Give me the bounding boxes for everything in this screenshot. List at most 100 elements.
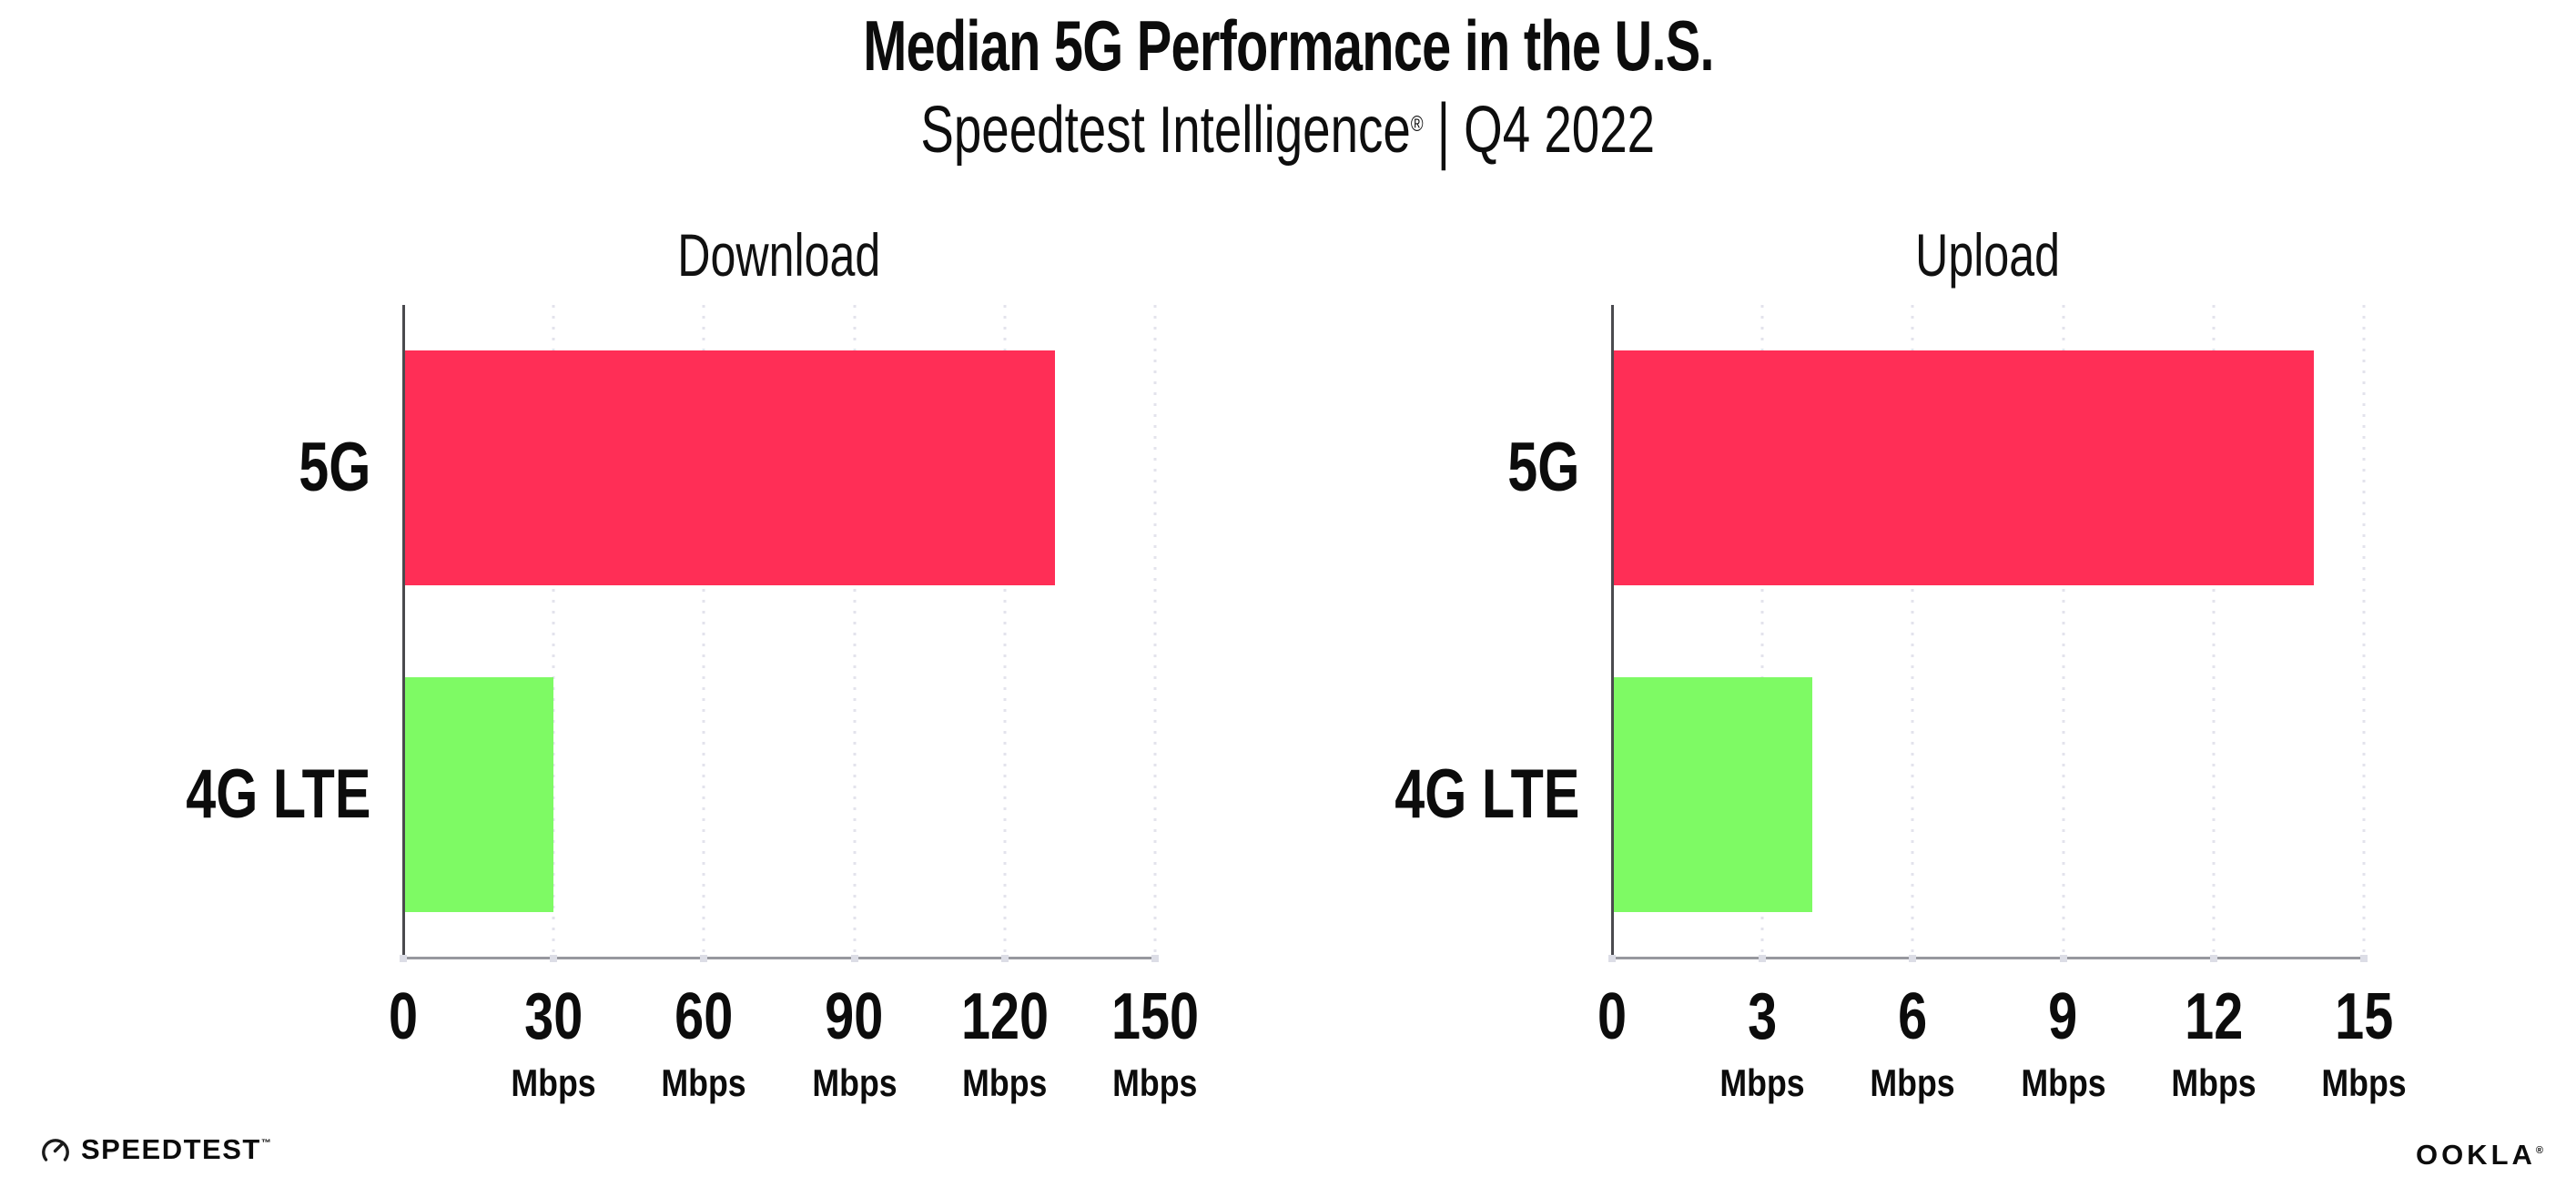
gridline (702, 305, 705, 959)
axis-tick-mark (2059, 954, 2067, 962)
gridline (1760, 305, 1764, 959)
x-tick-unit-text: Mbps (2020, 1061, 2106, 1104)
registered-mark: ® (1411, 111, 1424, 137)
x-tick-value: 15 (2334, 980, 2394, 1053)
x-tick-value: 0 (1597, 980, 1628, 1053)
x-tick-unit: Mbps (503, 1064, 603, 1102)
speedometer-icon (42, 1138, 69, 1161)
subtitle-brand: Speedtest Intelligence (920, 94, 1412, 167)
x-tick-unit: Mbps (1863, 1064, 1963, 1102)
x-tick-value: 6 (1898, 980, 1928, 1053)
x-tick-30: 30 Mbps (503, 984, 603, 1102)
upload-title-text: Upload (1915, 221, 2061, 289)
download-title-text: Download (677, 221, 881, 289)
x-tick-unit-text: Mbps (661, 1061, 746, 1104)
x-tick-unit: Mbps (654, 1064, 755, 1102)
download-plot-area: Download 5G 4G LTE 0 30 Mbps 60 Mbps 90 Mbps 120 Mb… (186, 225, 1199, 1102)
x-tick-unit: Mbps (2013, 1064, 2114, 1102)
gridline (2062, 305, 2065, 959)
category-label-text: 5G (1506, 429, 1579, 506)
axis-tick-mark (1759, 954, 1767, 962)
x-tick-unit-text: Mbps (1870, 1061, 1955, 1104)
bar-4g-lte (403, 677, 554, 912)
axis-tick-mark (2209, 954, 2217, 962)
x-tick-value: 90 (825, 980, 884, 1053)
axis-tick-mark (400, 954, 407, 962)
x-tick-0: 0 (1594, 984, 1630, 1050)
ookla-logo: OOKLA® (2416, 1141, 2543, 1169)
x-tick-unit-text: Mbps (511, 1061, 596, 1104)
category-label-4g-lte: 4G LTE (134, 677, 370, 912)
y-axis (1611, 305, 1614, 959)
axis-tick-mark (1151, 954, 1159, 962)
bar-5g (1612, 350, 2314, 585)
category-label-5g: 5G (1487, 350, 1579, 585)
category-label-4g-lte: 4G LTE (1343, 677, 1579, 912)
x-tick-unit-text: Mbps (962, 1061, 1048, 1104)
x-tick-90: 90 Mbps (805, 984, 905, 1102)
x-tick-value: 120 (960, 980, 1049, 1053)
page-subtitle-text: Speedtest Intelligence® | Q4 2022 (920, 89, 1656, 170)
download-title: Download (403, 225, 1155, 285)
x-tick-unit-text: Mbps (2321, 1061, 2407, 1104)
upload-title: Upload (1612, 225, 2364, 285)
x-tick-unit: Mbps (2314, 1064, 2414, 1102)
x-tick-unit-text: Mbps (811, 1061, 898, 1104)
axis-tick-mark (1909, 954, 1917, 962)
x-axis (403, 957, 1155, 959)
x-tick-unit: Mbps (805, 1064, 905, 1102)
category-label-text: 4G LTE (185, 756, 370, 833)
axis-tick-mark (2360, 954, 2368, 962)
x-tick-unit-text: Mbps (2171, 1061, 2257, 1104)
axis-tick-mark (850, 954, 858, 962)
subtitle-separator: | (1437, 89, 1451, 171)
x-tick-value: 3 (1748, 980, 1778, 1053)
x-tick-150: 150 Mbps (1100, 984, 1210, 1102)
x-axis (1612, 957, 2364, 959)
x-tick-unit: Mbps (1712, 1064, 1812, 1102)
x-tick-value: 60 (674, 980, 734, 1053)
page-title: Median 5G Performance in the U.S. (0, 5, 2576, 86)
gridline (1911, 305, 1914, 959)
x-tick-unit: Mbps (2164, 1064, 2264, 1102)
axis-tick-mark (1000, 954, 1009, 962)
page-title-text: Median 5G Performance in the U.S. (862, 5, 1714, 86)
gridline (2362, 305, 2366, 959)
category-label-text: 4G LTE (1394, 756, 1579, 833)
speedtest-logo: SPEEDTEST™ (40, 1135, 271, 1163)
subtitle-period: Q4 2022 (1464, 94, 1656, 167)
bar-5g (403, 350, 1055, 585)
x-tick-value: 150 (1111, 980, 1200, 1053)
x-tick-6: 6 Mbps (1863, 984, 1963, 1102)
x-tick-value: 30 (524, 980, 583, 1053)
x-tick-value: 0 (388, 980, 419, 1053)
x-tick-120: 120 Mbps (950, 984, 1060, 1102)
x-tick-unit-text: Mbps (1719, 1061, 1805, 1104)
x-tick-60: 60 Mbps (654, 984, 755, 1102)
x-tick-value: 9 (2048, 980, 2078, 1053)
x-tick-value: 12 (2184, 980, 2243, 1053)
x-tick-unit: Mbps (1100, 1064, 1210, 1102)
x-tick-12: 12 Mbps (2164, 984, 2264, 1102)
speedtest-trademark: ™ (260, 1138, 271, 1149)
axis-tick-mark (1608, 954, 1616, 962)
bar-4g-lte (1612, 677, 1813, 912)
category-label-text: 5G (298, 429, 370, 506)
x-tick-15: 15 Mbps (2314, 984, 2414, 1102)
upload-plot-area: Upload 5G 4G LTE 0 3 Mbps 6 Mbps 9 Mbps 12 Mbps 15 Mb… (1394, 225, 2407, 1102)
category-label-5g: 5G (279, 350, 370, 585)
speedtest-wordmark: SPEEDTEST™ (81, 1135, 271, 1163)
ookla-wordmark: OOKLA (2415, 1139, 2536, 1171)
speedtest-label: SPEEDTEST (81, 1133, 261, 1165)
x-tick-unit-text: Mbps (1112, 1061, 1198, 1104)
gridline (2212, 305, 2216, 959)
gridline (1153, 305, 1157, 959)
x-tick-9: 9 Mbps (2013, 984, 2114, 1102)
gridline (552, 305, 555, 959)
x-tick-unit: Mbps (950, 1064, 1060, 1102)
y-axis (402, 305, 405, 959)
gridline (1003, 305, 1007, 959)
axis-tick-mark (550, 954, 558, 962)
axis-tick-mark (700, 954, 708, 962)
